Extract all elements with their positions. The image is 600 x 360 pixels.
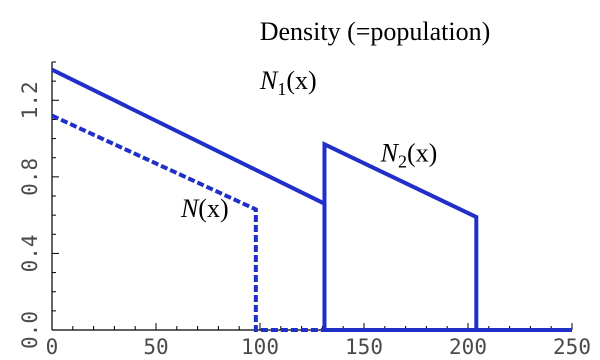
series-line-1 — [51, 67, 572, 332]
y-tick-label: 0.8 — [18, 158, 42, 196]
x-tick-label: 100 — [241, 335, 279, 359]
series-line-2 — [322, 141, 479, 330]
x-tick-label: 0 — [46, 335, 59, 359]
y-tick-label: 1.2 — [18, 81, 42, 119]
series-label-2: N2(x) — [380, 139, 438, 172]
series-line-3 — [51, 113, 325, 332]
y-tick-label: 0.4 — [18, 234, 42, 272]
x-tick-label: 50 — [143, 335, 168, 359]
series-labels: N1(x) N2(x) N(x) — [180, 66, 437, 223]
x-tick-label: 200 — [449, 335, 487, 359]
chart-title: Density (=population) — [260, 17, 491, 46]
series-label-1: N1(x) — [259, 66, 317, 99]
x-tick-label: 150 — [345, 335, 383, 359]
y-tick-label: 0.0 — [18, 311, 42, 349]
series-layer — [51, 67, 572, 332]
axes: 0 50 100 150 200 250 0.0 0.4 0.8 1.2 — [18, 61, 591, 359]
x-tick-label: 250 — [553, 335, 591, 359]
series-label-3: N(x) — [180, 194, 229, 223]
